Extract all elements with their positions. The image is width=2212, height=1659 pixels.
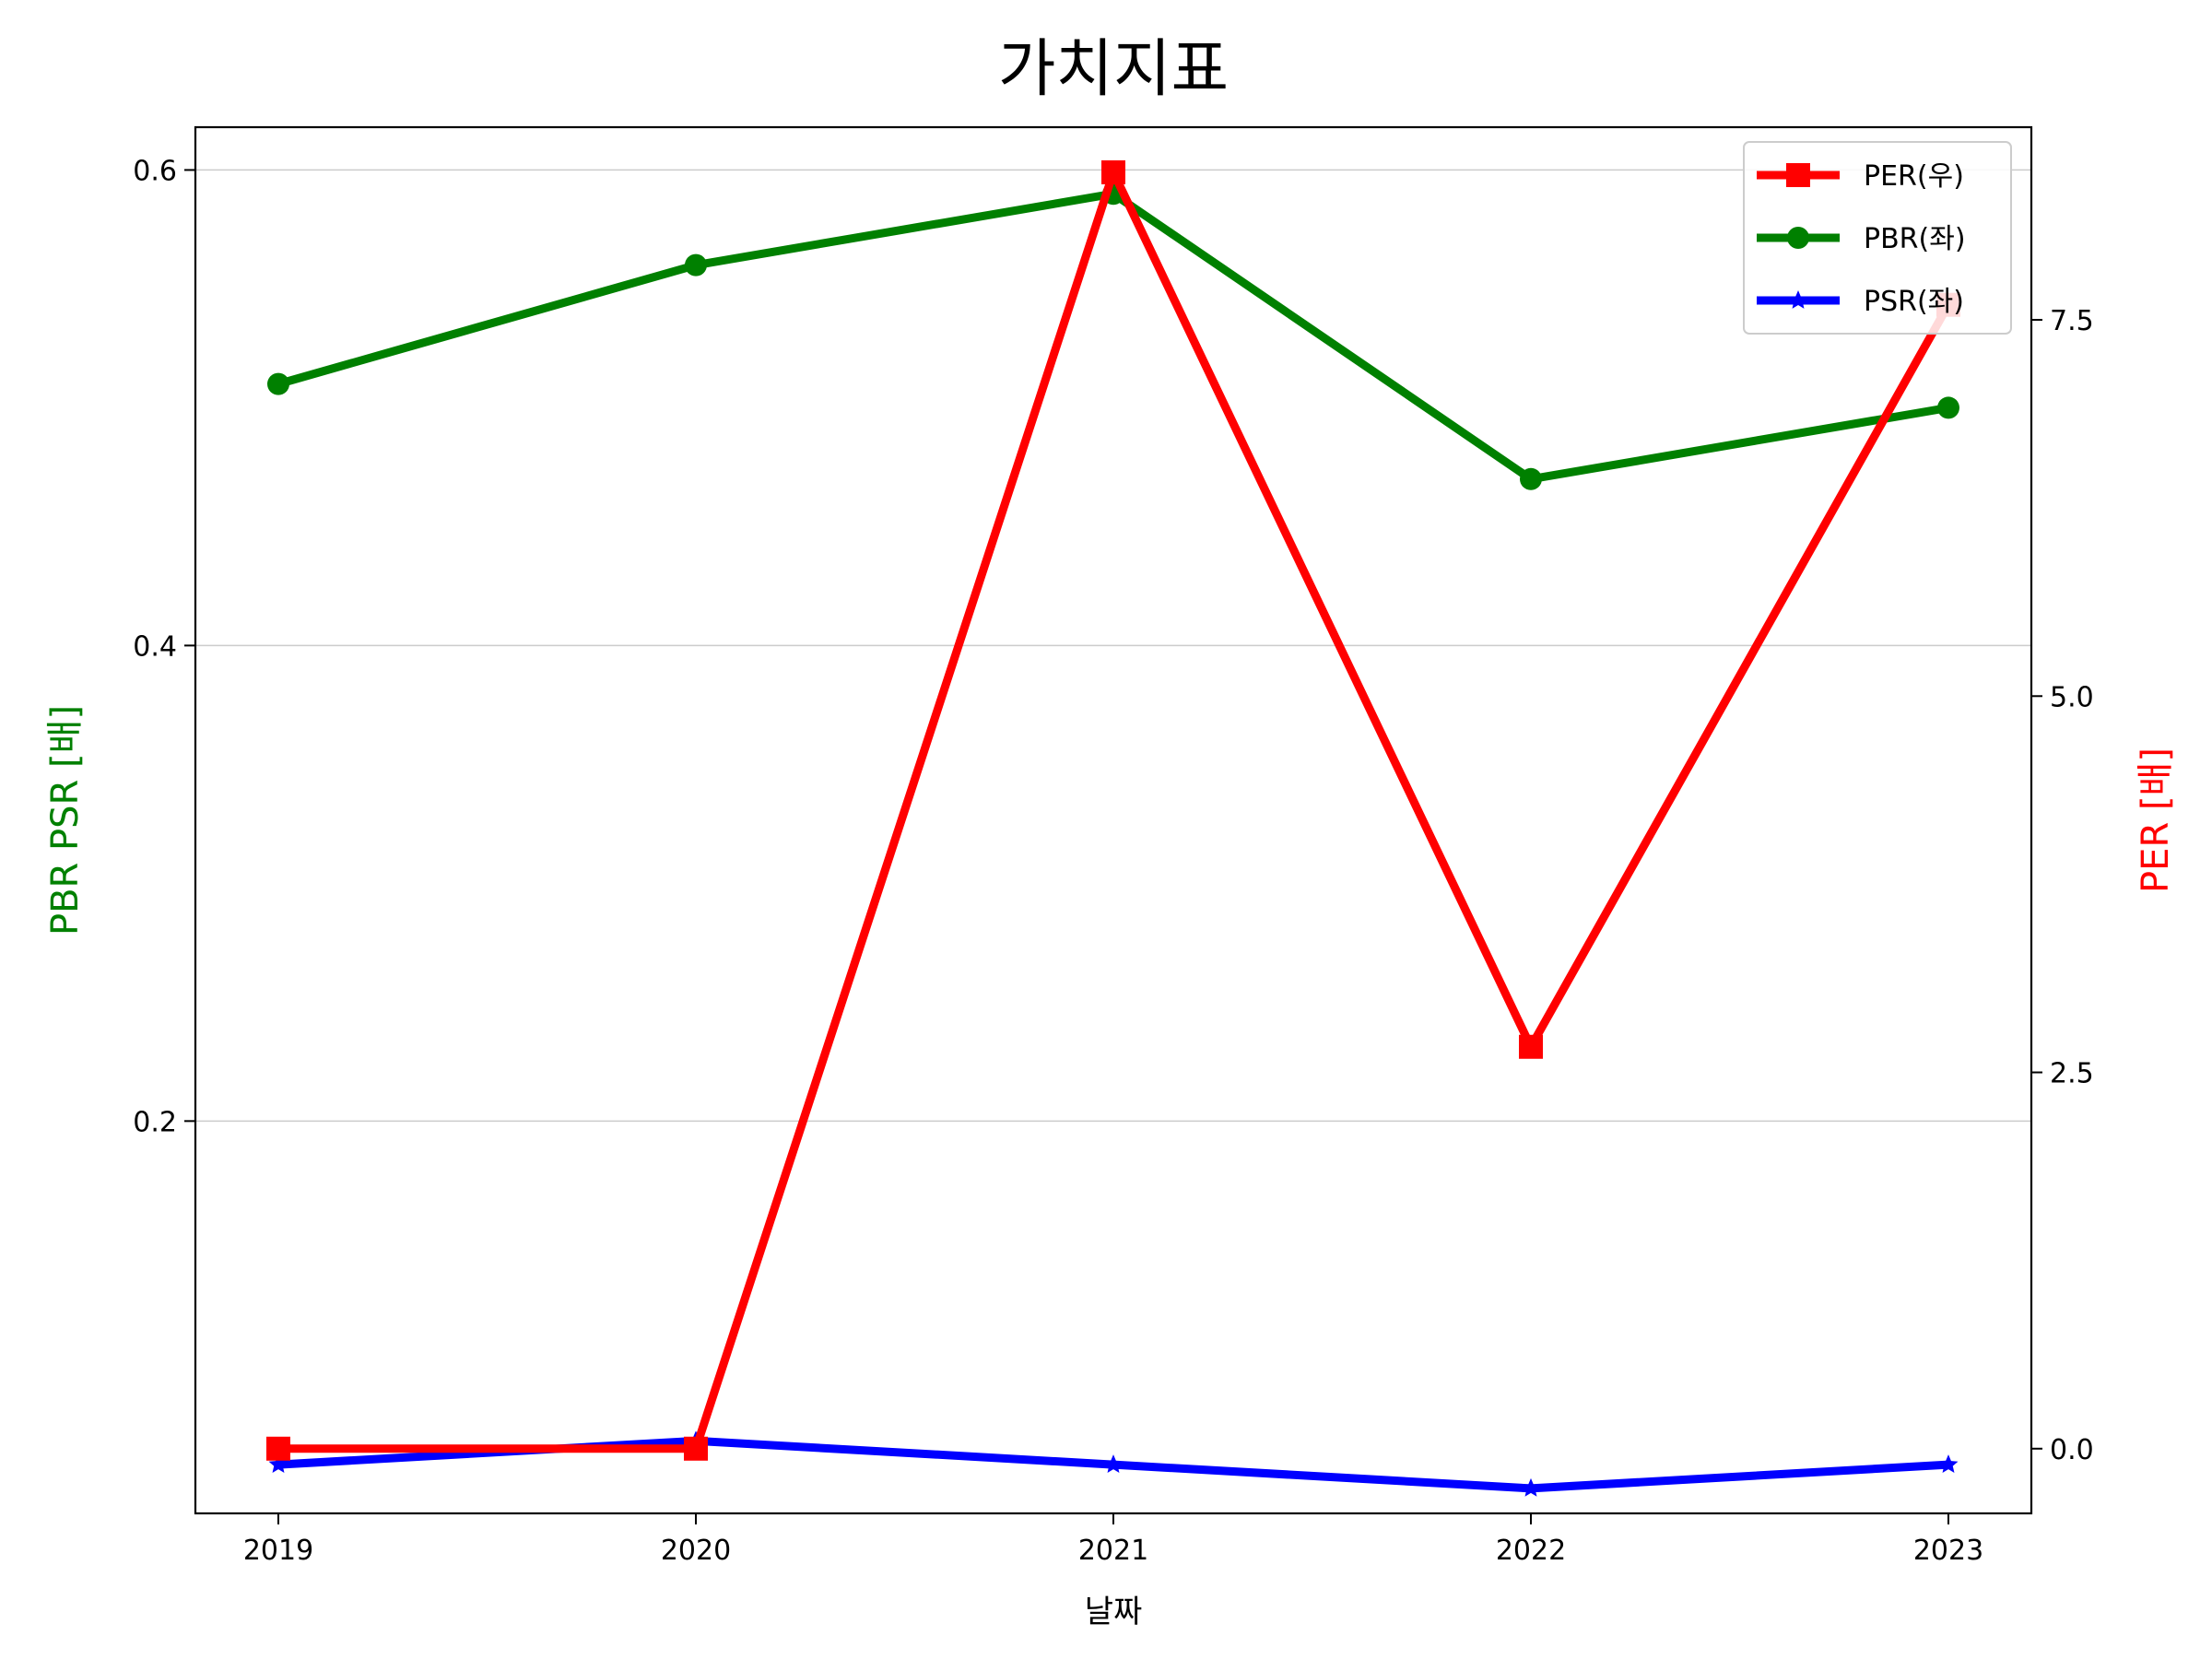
series-line [276,189,1949,484]
legend-label: PSR(좌) [1864,286,1964,318]
legend-marker [1787,227,1809,249]
data-point [267,372,289,395]
chart-title: 가치지표 [998,33,1229,106]
data-point [684,1436,708,1461]
series-PER(우) [266,159,1960,1461]
y-right-tick-label: 7.5 [2050,305,2094,337]
data-point [1937,396,1959,419]
legend-entries: PER(우) PBR(좌) PSR(좌) [1757,160,1966,318]
x-tick-label: 2022 [1496,1535,1566,1567]
y-right-tick-label: 0.0 [2050,1434,2094,1466]
y-right-tick-label: 2.5 [2050,1058,2094,1090]
data-point [266,1436,290,1461]
axes: 0.2 0.4 0.6 0.0 2.5 5.0 7.5 2019 2020 2021 2022 202… [133,155,2093,1567]
x-axis-title: 날짜 [1085,1594,1143,1630]
legend-entry: PSR(좌) [1757,286,1964,318]
data-point [1519,1034,1543,1059]
data-point [1520,467,1542,490]
x-tick-label: 2020 [661,1535,731,1567]
x-tick-label: 2021 [1078,1535,1148,1567]
x-tick-label: 2019 [243,1535,313,1567]
data-point [1103,1454,1124,1474]
y-left-tick-label: 0.4 [133,630,177,663]
data-point [685,253,707,276]
legend-entry: PER(우) [1757,160,1964,193]
y-left-tick-label: 0.6 [133,155,177,187]
series-PSR(좌) [268,1430,1959,1497]
y-axis-left-title: PBR PSR [배] [44,705,87,935]
y-left-tick-label: 0.2 [133,1106,177,1138]
legend: PER(우) PBR(좌) PSR(좌) [1743,141,2012,335]
series-line [278,160,1952,1453]
plot-frame [194,125,2033,1515]
data-point [1521,1477,1541,1497]
legend-box [1743,141,2012,335]
legend-marker [1786,163,1810,187]
data-point [1101,159,1125,184]
y-axis-right-title: PER [배] [2135,747,2177,893]
legend-label: PER(우) [1864,160,1964,193]
legend-marker [1788,290,1808,309]
series-PBR(좌) [267,182,1959,490]
data-point [1938,1454,1959,1474]
y-right-tick-label: 5.0 [2050,681,2094,713]
data-point [268,1454,288,1474]
legend-entry: PBR(좌) [1757,223,1966,255]
series-group [266,159,1960,1497]
x-tick-label: 2023 [1913,1535,1983,1567]
legend-label: PBR(좌) [1864,223,1966,255]
